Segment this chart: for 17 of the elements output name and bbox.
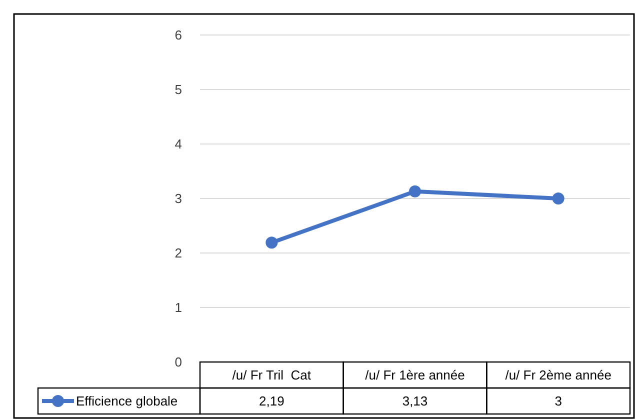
y-tick-label: 4: [174, 136, 182, 152]
y-tick-label: 1: [174, 300, 182, 316]
point: [266, 236, 278, 249]
data-label: 3: [554, 394, 562, 409]
x-tick-label: /u/ Fr Tril Cat: [232, 368, 312, 383]
y-tick-label: 5: [174, 82, 182, 98]
point: [552, 192, 564, 204]
data-label: 3,13: [402, 394, 428, 409]
y-tick-label: 3: [174, 191, 182, 206]
data-label: 2,19: [259, 394, 284, 409]
y-tick-label: 2: [174, 246, 182, 261]
x-tick-label: /u/ Fr 1ère année: [365, 368, 465, 383]
y-tick-label: 0: [174, 354, 182, 370]
point: [409, 185, 421, 198]
legend-label: Efficience globale: [76, 394, 178, 409]
x-tick-label: /u/ Fr 2ème année: [505, 368, 612, 383]
y-tick-label: 6: [174, 28, 182, 43]
